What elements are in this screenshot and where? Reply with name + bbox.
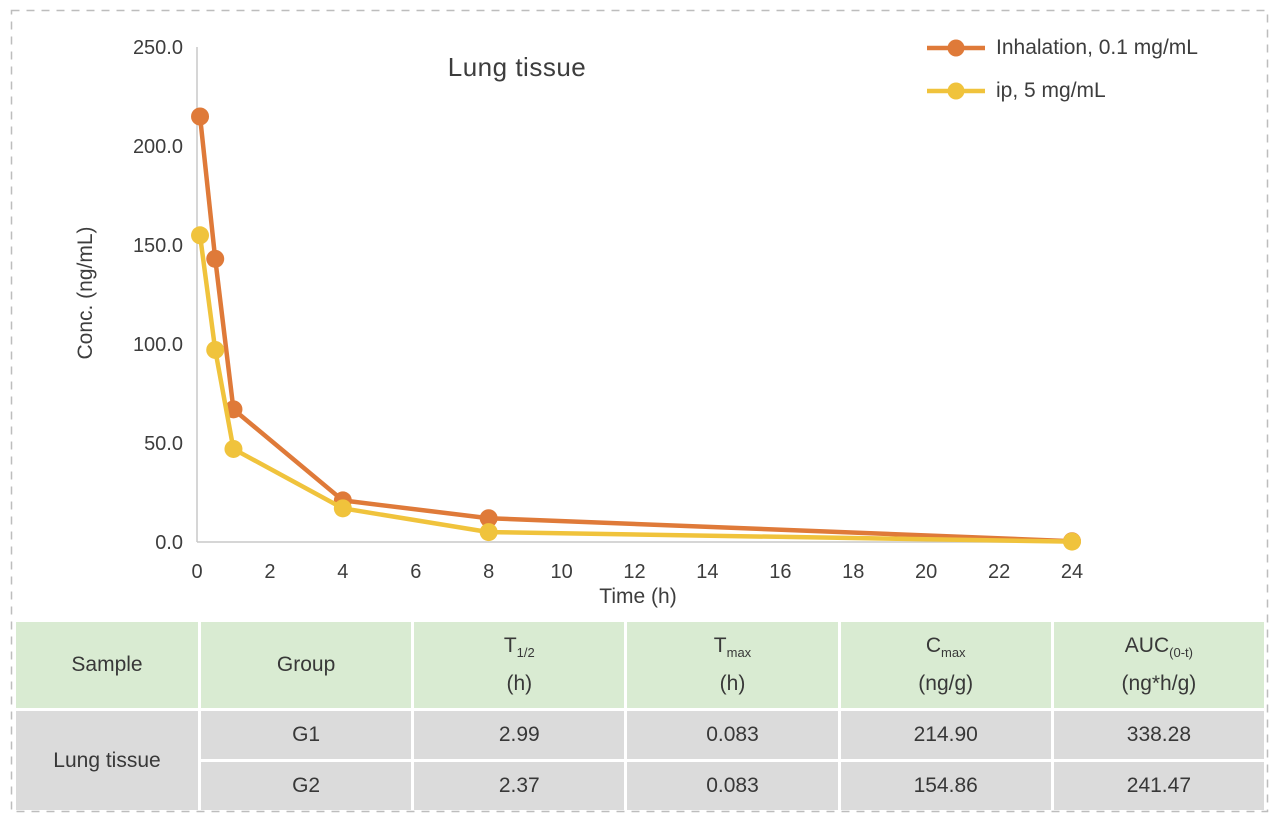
table-cell-group: G2 (201, 762, 412, 810)
chart-legend: Inhalation, 0.1 mg/mL ip, 5 mg/mL (925, 33, 1198, 119)
y-tick-label: 50.0 (144, 433, 183, 455)
col-header-c-max: Cmax (ng/g) (840, 622, 1051, 708)
y-tick-label: 100.0 (133, 334, 183, 356)
x-tick-label: 8 (483, 561, 494, 583)
header-unit: (h) (719, 671, 746, 695)
header-symbol: Cmax (925, 634, 966, 661)
legend-line-dot-icon (927, 39, 985, 57)
col-header-group: Group (201, 622, 412, 708)
series-line (197, 114, 1075, 544)
y-tick-label: 250.0 (133, 37, 183, 59)
table-cell-group: G1 (201, 711, 412, 759)
header-unit: (h) (506, 671, 533, 695)
legend-entry-inhalation: Inhalation, 0.1 mg/mL (925, 33, 1198, 63)
x-tick-label: 6 (410, 561, 421, 583)
y-axis-title: Conc. (ng/mL) (74, 226, 97, 360)
header-unit: (ng/g) (918, 671, 974, 695)
data-point-marker (333, 499, 352, 518)
x-tick-label: 24 (1061, 561, 1083, 583)
data-point-marker (479, 523, 498, 542)
x-tick-label: 18 (842, 561, 864, 583)
series-inhalation (191, 107, 1081, 551)
data-point-marker (191, 226, 210, 245)
legend-line-dot-icon (927, 82, 985, 100)
header-symbol: T1/2 (503, 634, 535, 661)
col-header-auc: AUC(0-t) (ng*h/g) (1053, 622, 1264, 708)
pk-concentration-chart: 0.0 50.0 100.0 150.0 200.0 250.0 0 2 4 6 8 10 12 14 16… (74, 33, 1198, 608)
header-symbol: Tmax (713, 634, 752, 661)
data-point-marker (206, 249, 225, 268)
table-cell-t-max: 0.083 (627, 711, 838, 759)
data-point-marker (1063, 532, 1081, 551)
chart-title: Lung tissue (447, 52, 587, 82)
series-ip (191, 226, 1081, 551)
series-line (197, 233, 1075, 544)
header-unit: (ng*h/g) (1121, 671, 1197, 695)
table-cell-t-half: 2.37 (414, 762, 625, 810)
header-symbol: AUC(0-t) (1124, 634, 1193, 661)
chart-series (191, 107, 1081, 551)
pk-parameters-table: Sample Group T1/2 (h) Tmax (h) Cmax (ng/… (16, 622, 1264, 810)
x-tick-label: 20 (915, 561, 937, 583)
col-header-t-max: Tmax (h) (627, 622, 838, 708)
table-cell-c-max: 154.86 (840, 762, 1051, 810)
legend-label: Inhalation, 0.1 mg/mL (996, 36, 1198, 59)
x-tick-label: 0 (191, 561, 202, 583)
table-cell-t-max: 0.083 (627, 762, 838, 810)
sample-cell: Lung tissue (16, 711, 198, 810)
table-cell-auc: 241.47 (1053, 762, 1264, 810)
data-point-marker (206, 340, 225, 359)
chart-axes (196, 47, 1081, 543)
x-tick-label: 10 (550, 561, 572, 583)
x-tick-label: 22 (988, 561, 1010, 583)
x-tick-label: 4 (337, 561, 348, 583)
table-cell-auc: 338.28 (1053, 711, 1264, 759)
legend-label: ip, 5 mg/mL (996, 79, 1106, 102)
x-tick-label: 14 (696, 561, 718, 583)
x-tick-label: 16 (769, 561, 791, 583)
table-cell-t-half: 2.99 (414, 711, 625, 759)
header-label: Group (276, 653, 336, 676)
data-point-marker (191, 107, 210, 126)
col-header-sample: Sample (16, 622, 198, 708)
data-point-marker (224, 439, 243, 458)
legend-entry-ip: ip, 5 mg/mL (925, 76, 1198, 106)
y-tick-label: 0.0 (155, 532, 183, 554)
x-tick-label: 2 (264, 561, 275, 583)
col-header-t-half: T1/2 (h) (414, 622, 625, 708)
header-label: Sample (71, 653, 143, 676)
y-tick-label: 150.0 (133, 235, 183, 257)
y-tick-label: 200.0 (133, 136, 183, 158)
table-cell-c-max: 214.90 (840, 711, 1051, 759)
x-tick-label: 12 (623, 561, 645, 583)
x-axis-title: Time (h) (599, 585, 677, 608)
